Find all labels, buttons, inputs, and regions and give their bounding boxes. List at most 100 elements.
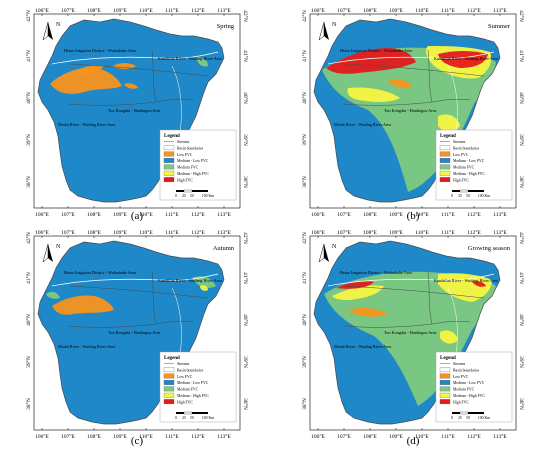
bottom-tick-label: 113°E (217, 211, 231, 218)
top-tick-label: 111°E (441, 229, 455, 236)
basin-boundary (69, 285, 209, 299)
left-tick-label: 40°N (301, 314, 308, 326)
top-tick-label: 110°E (415, 229, 429, 236)
fvc-patch-low (348, 307, 388, 317)
bottom-tick-label: 111°E (441, 211, 455, 218)
map-svg: 106°E 107°E 108°E 109°E 110°E 111°E 112°E 113°E… (25, 7, 249, 218)
top-tick-label: 107°E (337, 229, 351, 236)
map-frame (33, 235, 241, 431)
left-tick-label: 42°N (25, 10, 32, 22)
basin-boundary (345, 63, 485, 77)
top-tick-label: 110°E (139, 7, 153, 14)
left-tick-label: 38°N (301, 398, 308, 410)
top-tick-label: 111°E (165, 7, 179, 14)
season-title: Spring (217, 23, 235, 30)
fvc-patch-low (74, 65, 104, 74)
bottom-tick-label: 106°E (35, 211, 49, 218)
legend-swatch (163, 392, 175, 398)
top-tick-label: 109°E (113, 7, 127, 14)
top-tick-label: 112°E (191, 7, 205, 14)
bottom-tick-label: 113°E (217, 433, 231, 440)
north-label: N (332, 244, 337, 250)
scale-segment (183, 411, 193, 415)
scale-segment (192, 412, 208, 414)
legend-item-label: Medium - Low FVC (453, 381, 485, 385)
region-label-kundulun: Kundulun River - Wudang River Area (158, 56, 222, 61)
legend-swatch (163, 380, 175, 385)
legend-item-label: Streams (453, 140, 466, 144)
top-tick-label: 108°E (363, 7, 377, 14)
top-tick-label: 106°E (311, 7, 325, 14)
legend-item-label: Medium - High FVC (453, 172, 485, 176)
top-tick-label: 109°E (389, 229, 403, 236)
scale-label: 25 (458, 194, 462, 198)
map-frame (33, 13, 241, 209)
legend-title: Legend (440, 134, 456, 139)
left-tick-label: 39°N (301, 356, 308, 368)
top-tick-label: 106°E (311, 229, 325, 236)
panel-growing-season: 106°E 107°E 108°E 109°E 110°E 111°E 112°E 113°E… (288, 228, 538, 446)
scale-bar: 0 25 50 100 Km (451, 189, 490, 198)
caption-b: (b) (406, 210, 420, 222)
legend-item-label: Low FVC (453, 375, 469, 379)
top-tick-label: 112°E (467, 229, 481, 236)
left-tick-label: 42°N (301, 10, 308, 22)
basin-boundary (343, 98, 471, 106)
bottom-tick-label: 109°E (113, 433, 127, 440)
basin-boundary (151, 49, 157, 103)
top-tick-label: 112°E (191, 229, 205, 236)
legend-swatch (439, 164, 451, 170)
right-tick-label: 38°N (518, 398, 525, 410)
legend-swatch (163, 177, 175, 183)
legend-item-label: High FVC (177, 400, 193, 404)
scale-label: 100 Km (478, 416, 490, 420)
left-tick-label: 40°N (25, 314, 32, 326)
right-tick-label: 38°N (242, 176, 249, 188)
region-label-kundulun: Kundulun River - Wudang River Area (434, 56, 498, 61)
legend-item-label: High FVC (453, 178, 469, 182)
season-title: Growing season (468, 245, 511, 252)
map-svg: 106°E 107°E 108°E 109°E 110°E 111°E 112°E 113°E… (301, 7, 525, 218)
region-label-tuo: Tuo Kongdui - Hanlingou Area (384, 108, 437, 113)
legend-item-label: High FVC (453, 400, 469, 404)
top-tick-label: 113°E (493, 229, 507, 236)
bottom-tick-label: 112°E (191, 211, 205, 218)
top-tick-label: 108°E (87, 7, 101, 14)
legend-item-label: Medium - High FVC (177, 172, 209, 176)
region-label-hetao: Hetao Irrigation District - Wulanbuhe Ar… (64, 48, 136, 53)
fvc-patch-medium-high (200, 285, 208, 291)
legend-title: Legend (164, 134, 180, 139)
basin-boundary (427, 271, 433, 325)
top-tick-label: 113°E (217, 7, 231, 14)
scale-label: 0 (451, 194, 453, 198)
legend-item-label: Low FVC (177, 375, 193, 379)
bottom-tick-label: 108°E (363, 211, 377, 218)
scale-label: 25 (182, 416, 186, 420)
bottom-tick-label: 107°E (337, 211, 351, 218)
basin-boundary (67, 320, 195, 328)
bottom-tick-label: 112°E (467, 433, 481, 440)
basin-boundary (67, 98, 195, 106)
legend-item-label: Basin boundaries (177, 368, 204, 372)
legend-item-label: Basin boundaries (177, 146, 204, 150)
fvc-patch-high (336, 281, 374, 289)
north-arrow-icon (318, 21, 329, 41)
right-tick-label: 39°N (518, 356, 525, 368)
scale-label: 50 (466, 194, 470, 198)
right-tick-label: 41°N (242, 50, 249, 62)
fvc-patch-high (438, 51, 488, 68)
legend-item-label: Medium - Low FVC (177, 159, 209, 163)
region-label-moshi: Moshi River - Wuding River Area (334, 344, 391, 349)
legend-item-label: Streams (177, 140, 190, 144)
fvc-patches (46, 271, 219, 369)
season-title: Autumn (213, 245, 235, 252)
legend-swatch (439, 367, 451, 373)
legend-swatch (439, 373, 451, 379)
top-tick-label: 108°E (363, 229, 377, 236)
legend-swatch (163, 373, 175, 379)
legend-swatch (163, 386, 175, 392)
bottom-tick-label: 111°E (165, 433, 179, 440)
fvc-patches (322, 46, 496, 192)
legend-swatch (439, 392, 451, 398)
